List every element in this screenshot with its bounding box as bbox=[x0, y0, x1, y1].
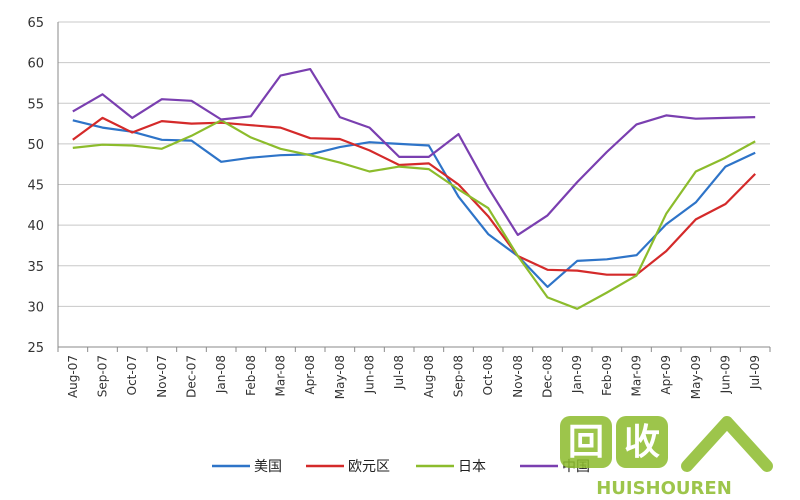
x-tick-label: Jun-08 bbox=[363, 355, 377, 394]
x-tick-label: Sep-08 bbox=[452, 355, 466, 397]
x-tick-label: Oct-08 bbox=[481, 355, 495, 395]
series-line-2 bbox=[72, 119, 756, 310]
series-lines bbox=[72, 67, 756, 310]
watermark-subtext: HUISHOUREN bbox=[596, 478, 732, 499]
y-axis: 25 30 35 40 45 50 55 60 65 bbox=[27, 16, 59, 356]
y-tick-label: 35 bbox=[27, 260, 44, 275]
watermark-person-icon bbox=[681, 416, 773, 472]
x-tick-label: Dec-08 bbox=[541, 355, 555, 398]
y-tick-label: 60 bbox=[27, 57, 44, 72]
series-line-0 bbox=[72, 119, 756, 288]
watermark-logo: 回 收 HUISHOUREN bbox=[560, 416, 773, 499]
x-tick-label: Jul-09 bbox=[748, 355, 762, 390]
x-tick-label: May-09 bbox=[689, 355, 703, 399]
x-tick-label: Jul-08 bbox=[392, 355, 406, 390]
legend-label: 欧元区 bbox=[348, 459, 390, 475]
watermark-char-1: 回 bbox=[568, 422, 604, 463]
x-tick-label: Aug-07 bbox=[66, 355, 80, 398]
x-tick-label: Apr-09 bbox=[659, 355, 673, 395]
watermark-box-1 bbox=[560, 416, 612, 468]
x-tick-label: Jan-08 bbox=[214, 355, 228, 394]
y-tick-label: 40 bbox=[27, 219, 44, 234]
series-line-3 bbox=[72, 67, 756, 236]
x-tick-label: Apr-08 bbox=[303, 355, 317, 395]
x-axis: Aug-07 Sep-07 Oct-07 Nov-07 Dec-07 Jan-08 Feb-… bbox=[57, 346, 771, 399]
x-tick-label: May-08 bbox=[333, 355, 347, 399]
x-tick-label: Sep-07 bbox=[96, 355, 110, 397]
y-tick-label: 30 bbox=[27, 300, 44, 315]
watermark-box-2 bbox=[616, 416, 668, 468]
series-line-1 bbox=[72, 116, 756, 276]
x-tick-label: Aug-08 bbox=[422, 355, 436, 398]
x-tick-label: Oct-07 bbox=[125, 355, 139, 395]
x-tick-label: Nov-08 bbox=[511, 355, 525, 398]
x-tick-label: Nov-07 bbox=[155, 355, 169, 398]
watermark-char-2: 收 bbox=[624, 422, 660, 463]
legend: 美国欧元区日本中国 bbox=[212, 459, 590, 475]
x-tick-label: Mar-09 bbox=[630, 355, 644, 396]
x-tick-label: Feb-08 bbox=[244, 355, 258, 396]
x-tick-label: Feb-09 bbox=[600, 355, 614, 396]
x-tick-label: Jun-09 bbox=[719, 355, 733, 394]
y-tick-label: 50 bbox=[27, 138, 44, 153]
x-tick-label: Mar-08 bbox=[274, 355, 288, 396]
x-tick-label: Jan-09 bbox=[570, 355, 584, 394]
y-tick-label: 65 bbox=[27, 16, 44, 31]
legend-label: 美国 bbox=[254, 459, 282, 475]
y-tick-label: 45 bbox=[27, 179, 44, 194]
legend-label: 日本 bbox=[458, 459, 486, 475]
y-tick-label: 55 bbox=[27, 97, 44, 112]
y-tick-label: 25 bbox=[27, 341, 44, 356]
x-tick-label: Dec-07 bbox=[185, 355, 199, 398]
